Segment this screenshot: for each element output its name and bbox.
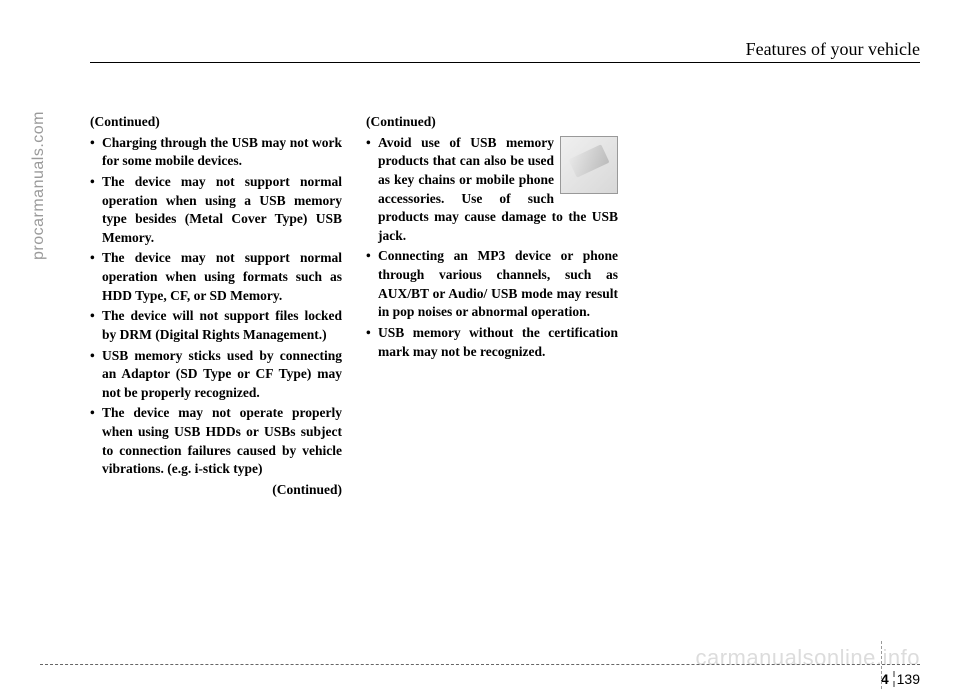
section-number: 4 [881,671,895,687]
bullet-text: Avoid use of USB memory products that ca… [378,134,618,246]
footer-rule: 4139 [40,664,920,671]
column-3 [642,113,894,500]
bullet-mark: • [366,247,378,322]
list-item: • The device may not operate properly wh… [90,404,342,479]
bullet-mark: • [90,307,102,344]
bullet-mark: • [90,134,102,171]
bullet-text: The device may not support normal operat… [102,249,342,305]
list-item: • Charging through the USB may not work … [90,134,342,171]
header-rule: Features of your vehicle [90,62,920,63]
bullet-mark: • [90,347,102,403]
column-2: (Continued) • Avoid use of USB memory pr… [366,113,618,500]
bullet-text: The device may not operate properly when… [102,404,342,479]
page-number-value: 139 [897,671,920,687]
bullet-mark: • [366,324,378,361]
list-item: • USB memory sticks used by connecting a… [90,347,342,403]
bullet-mark: • [90,404,102,479]
page-number: 4139 [881,671,920,687]
continued-label: (Continued) [366,113,618,132]
bullet-mark: • [90,173,102,248]
list-item: • The device will not support files lock… [90,307,342,344]
page-container: Features of your vehicle (Continued) • C… [0,0,960,689]
list-item: • Avoid use of USB memory products that … [366,134,618,246]
list-item: • The device may not support normal oper… [90,249,342,305]
usb-stick-icon [560,136,618,194]
column-1: (Continued) • Charging through the USB m… [90,113,342,500]
bullet-mark: • [366,134,378,246]
bullet-text: The device may not support normal operat… [102,173,342,248]
bullet-text: The device will not support files locked… [102,307,342,344]
side-watermark: procarmanuals.com [30,111,48,260]
bullet-text: USB memory sticks used by connecting an … [102,347,342,403]
list-item: • The device may not support normal oper… [90,173,342,248]
content-columns: (Continued) • Charging through the USB m… [90,113,920,500]
bullet-text: Connecting an MP3 device or phone throug… [378,247,618,322]
bullet-text: Charging through the USB may not work fo… [102,134,342,171]
continued-label: (Continued) [90,113,342,132]
list-item: • Connecting an MP3 device or phone thro… [366,247,618,322]
continued-end-label: (Continued) [90,481,342,500]
bullet-mark: • [90,249,102,305]
list-item: • USB memory without the certification m… [366,324,618,361]
bullet-text: USB memory without the certification mar… [378,324,618,361]
section-title: Features of your vehicle [746,39,920,60]
vertical-dashed-rule [881,641,882,689]
